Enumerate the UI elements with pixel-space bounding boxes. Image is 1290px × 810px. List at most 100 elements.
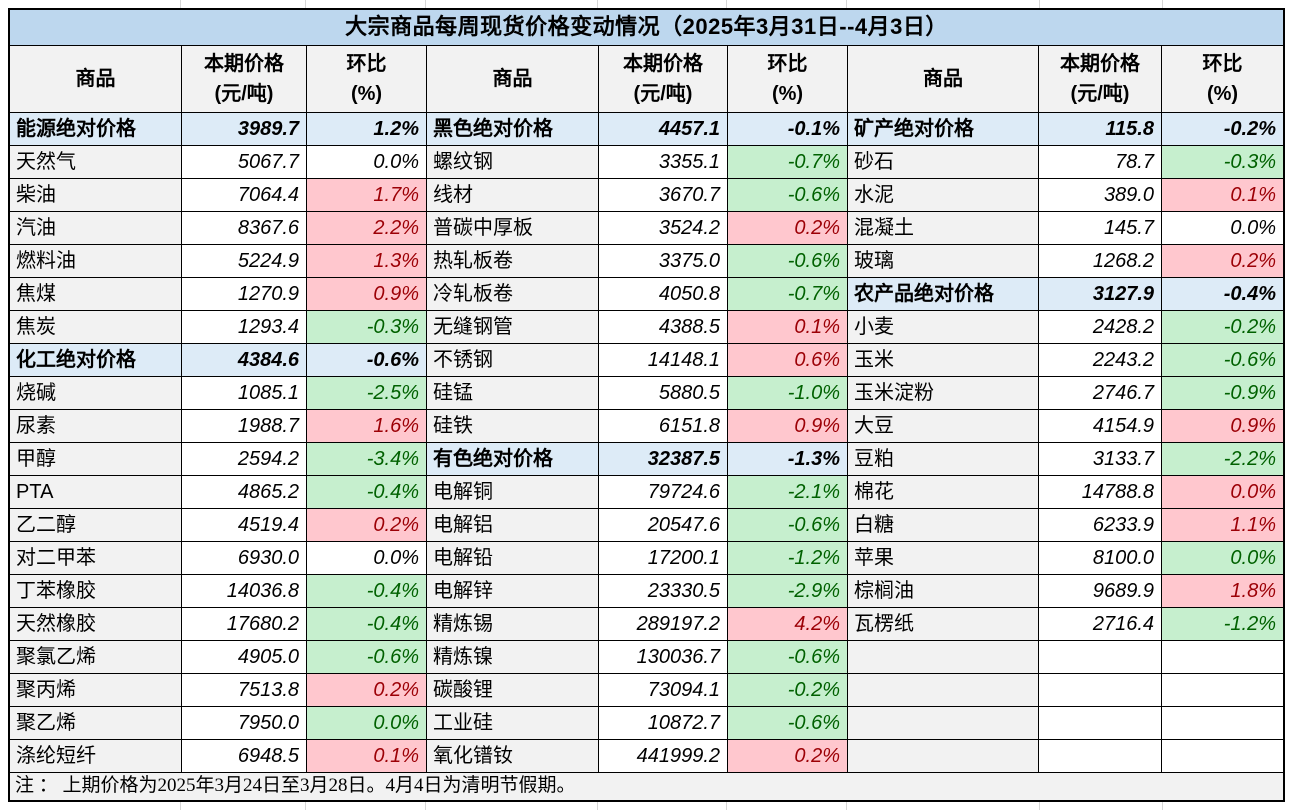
price-cell: 4154.9 xyxy=(1039,410,1161,442)
commodity-name-cell: 线材 xyxy=(427,179,598,211)
pct-cell: -0.4% xyxy=(307,476,426,508)
pct-cell: 2.2% xyxy=(307,212,426,244)
price-cell: 73094.1 xyxy=(599,674,727,706)
pct-cell: 0.2% xyxy=(728,212,847,244)
commodity-name-cell: 不锈钢 xyxy=(427,344,598,376)
pct-cell: -0.2% xyxy=(1162,311,1283,343)
commodity-name-cell: 砂石 xyxy=(848,146,1038,178)
pct-cell: 0.0% xyxy=(1162,212,1283,244)
commodity-name-cell: 棕榈油 xyxy=(848,575,1038,607)
section-name-cell: 矿产绝对价格 xyxy=(848,113,1038,145)
pct-cell: 0.9% xyxy=(1162,410,1283,442)
price-cell: 1270.9 xyxy=(182,278,306,310)
price-cell: 10872.7 xyxy=(599,707,727,739)
commodity-name-cell: 燃料油 xyxy=(10,245,181,277)
commodity-name-cell: 烧碱 xyxy=(10,377,181,409)
footnote: 注 ： 上期价格为2025年3月24日至3月28日。4月4日为清明节假期。 xyxy=(10,773,1283,800)
price-cell: 6233.9 xyxy=(1039,509,1161,541)
commodity-name-cell: 柴油 xyxy=(10,179,181,211)
commodity-name-cell: 焦煤 xyxy=(10,278,181,310)
pct-cell: -0.2% xyxy=(728,674,847,706)
price-cell: 8367.6 xyxy=(182,212,306,244)
pct-cell: 0.0% xyxy=(307,707,426,739)
pct-cell: 0.9% xyxy=(307,278,426,310)
pct-cell: 0.0% xyxy=(307,542,426,574)
price-cell: 3989.7 xyxy=(182,113,306,145)
price-cell: 2746.7 xyxy=(1039,377,1161,409)
commodity-name-cell: 汽油 xyxy=(10,212,181,244)
section-name-cell: 有色绝对价格 xyxy=(427,443,598,475)
pct-cell: 1.3% xyxy=(307,245,426,277)
price-cell: 4384.6 xyxy=(182,344,306,376)
price-cell: 3355.1 xyxy=(599,146,727,178)
price-cell: 1293.4 xyxy=(182,311,306,343)
gridline-stub xyxy=(425,0,426,8)
commodity-name-cell: PTA xyxy=(10,476,181,508)
header-price-3: 本期价格 (元/吨) xyxy=(1039,46,1161,112)
commodity-name-cell: 电解锌 xyxy=(427,575,598,607)
pct-cell: -0.1% xyxy=(728,113,847,145)
pct-cell: 1.7% xyxy=(307,179,426,211)
pct-cell xyxy=(1162,674,1283,706)
pct-cell: -0.4% xyxy=(307,575,426,607)
commodity-name-cell: 普碳中厚板 xyxy=(427,212,598,244)
price-cell: 5880.5 xyxy=(599,377,727,409)
table-grid: 大宗商品每周现货价格变动情况（2025年3月31日--4月3日） 商品 本期价格… xyxy=(8,8,1285,802)
gridline-stub xyxy=(726,0,727,8)
commodity-name-cell: 混凝土 xyxy=(848,212,1038,244)
price-cell: 115.8 xyxy=(1039,113,1161,145)
pct-cell: -0.3% xyxy=(307,311,426,343)
commodity-name-cell: 电解铜 xyxy=(427,476,598,508)
gridline-stub xyxy=(1039,0,1040,8)
commodity-name-cell: 玉米 xyxy=(848,344,1038,376)
pct-cell: -0.6% xyxy=(307,344,426,376)
commodity-name-cell: 玻璃 xyxy=(848,245,1038,277)
price-cell: 1085.1 xyxy=(182,377,306,409)
pct-cell: 0.9% xyxy=(728,410,847,442)
price-cell xyxy=(1039,674,1161,706)
price-cell: 6151.8 xyxy=(599,410,727,442)
pct-cell xyxy=(1162,740,1283,772)
commodity-name-cell: 电解铝 xyxy=(427,509,598,541)
price-cell: 5224.9 xyxy=(182,245,306,277)
commodity-name-cell: 焦炭 xyxy=(10,311,181,343)
commodity-name-cell: 硅锰 xyxy=(427,377,598,409)
pct-cell: -0.7% xyxy=(728,146,847,178)
commodity-name-cell: 聚乙烯 xyxy=(10,707,181,739)
commodity-name-cell: 白糖 xyxy=(848,509,1038,541)
commodity-name-cell: 涤纶短纤 xyxy=(10,740,181,772)
commodity-name-cell: 碳酸锂 xyxy=(427,674,598,706)
price-cell: 389.0 xyxy=(1039,179,1161,211)
gridline-stub xyxy=(846,802,847,810)
pct-cell: 0.0% xyxy=(1162,542,1283,574)
price-cell xyxy=(1039,707,1161,739)
commodity-name-cell xyxy=(848,740,1038,772)
price-cell: 79724.6 xyxy=(599,476,727,508)
header-pct-2: 环比 (%) xyxy=(728,46,847,112)
header-commodity-3: 商品 xyxy=(848,46,1038,112)
pct-cell: 4.2% xyxy=(728,608,847,640)
pct-cell: 0.1% xyxy=(307,740,426,772)
commodity-name-cell: 水泥 xyxy=(848,179,1038,211)
commodity-name-cell: 精炼镍 xyxy=(427,641,598,673)
pct-cell: 0.2% xyxy=(307,674,426,706)
pct-cell: -0.6% xyxy=(728,245,847,277)
pct-cell: 0.0% xyxy=(307,146,426,178)
price-cell: 20547.6 xyxy=(599,509,727,541)
pct-cell: 1.1% xyxy=(1162,509,1283,541)
pct-cell: 1.6% xyxy=(307,410,426,442)
price-cell: 441999.2 xyxy=(599,740,727,772)
commodity-name-cell: 棉花 xyxy=(848,476,1038,508)
commodity-name-cell: 天然橡胶 xyxy=(10,608,181,640)
commodity-name-cell: 精炼锡 xyxy=(427,608,598,640)
gridline-stub xyxy=(305,0,306,8)
pct-cell: -0.6% xyxy=(728,707,847,739)
pct-cell: -2.1% xyxy=(728,476,847,508)
pct-cell: -1.2% xyxy=(1162,608,1283,640)
pct-cell: 1.8% xyxy=(1162,575,1283,607)
pct-cell: -1.3% xyxy=(728,443,847,475)
price-cell: 17680.2 xyxy=(182,608,306,640)
price-cell: 8100.0 xyxy=(1039,542,1161,574)
price-cell: 6930.0 xyxy=(182,542,306,574)
